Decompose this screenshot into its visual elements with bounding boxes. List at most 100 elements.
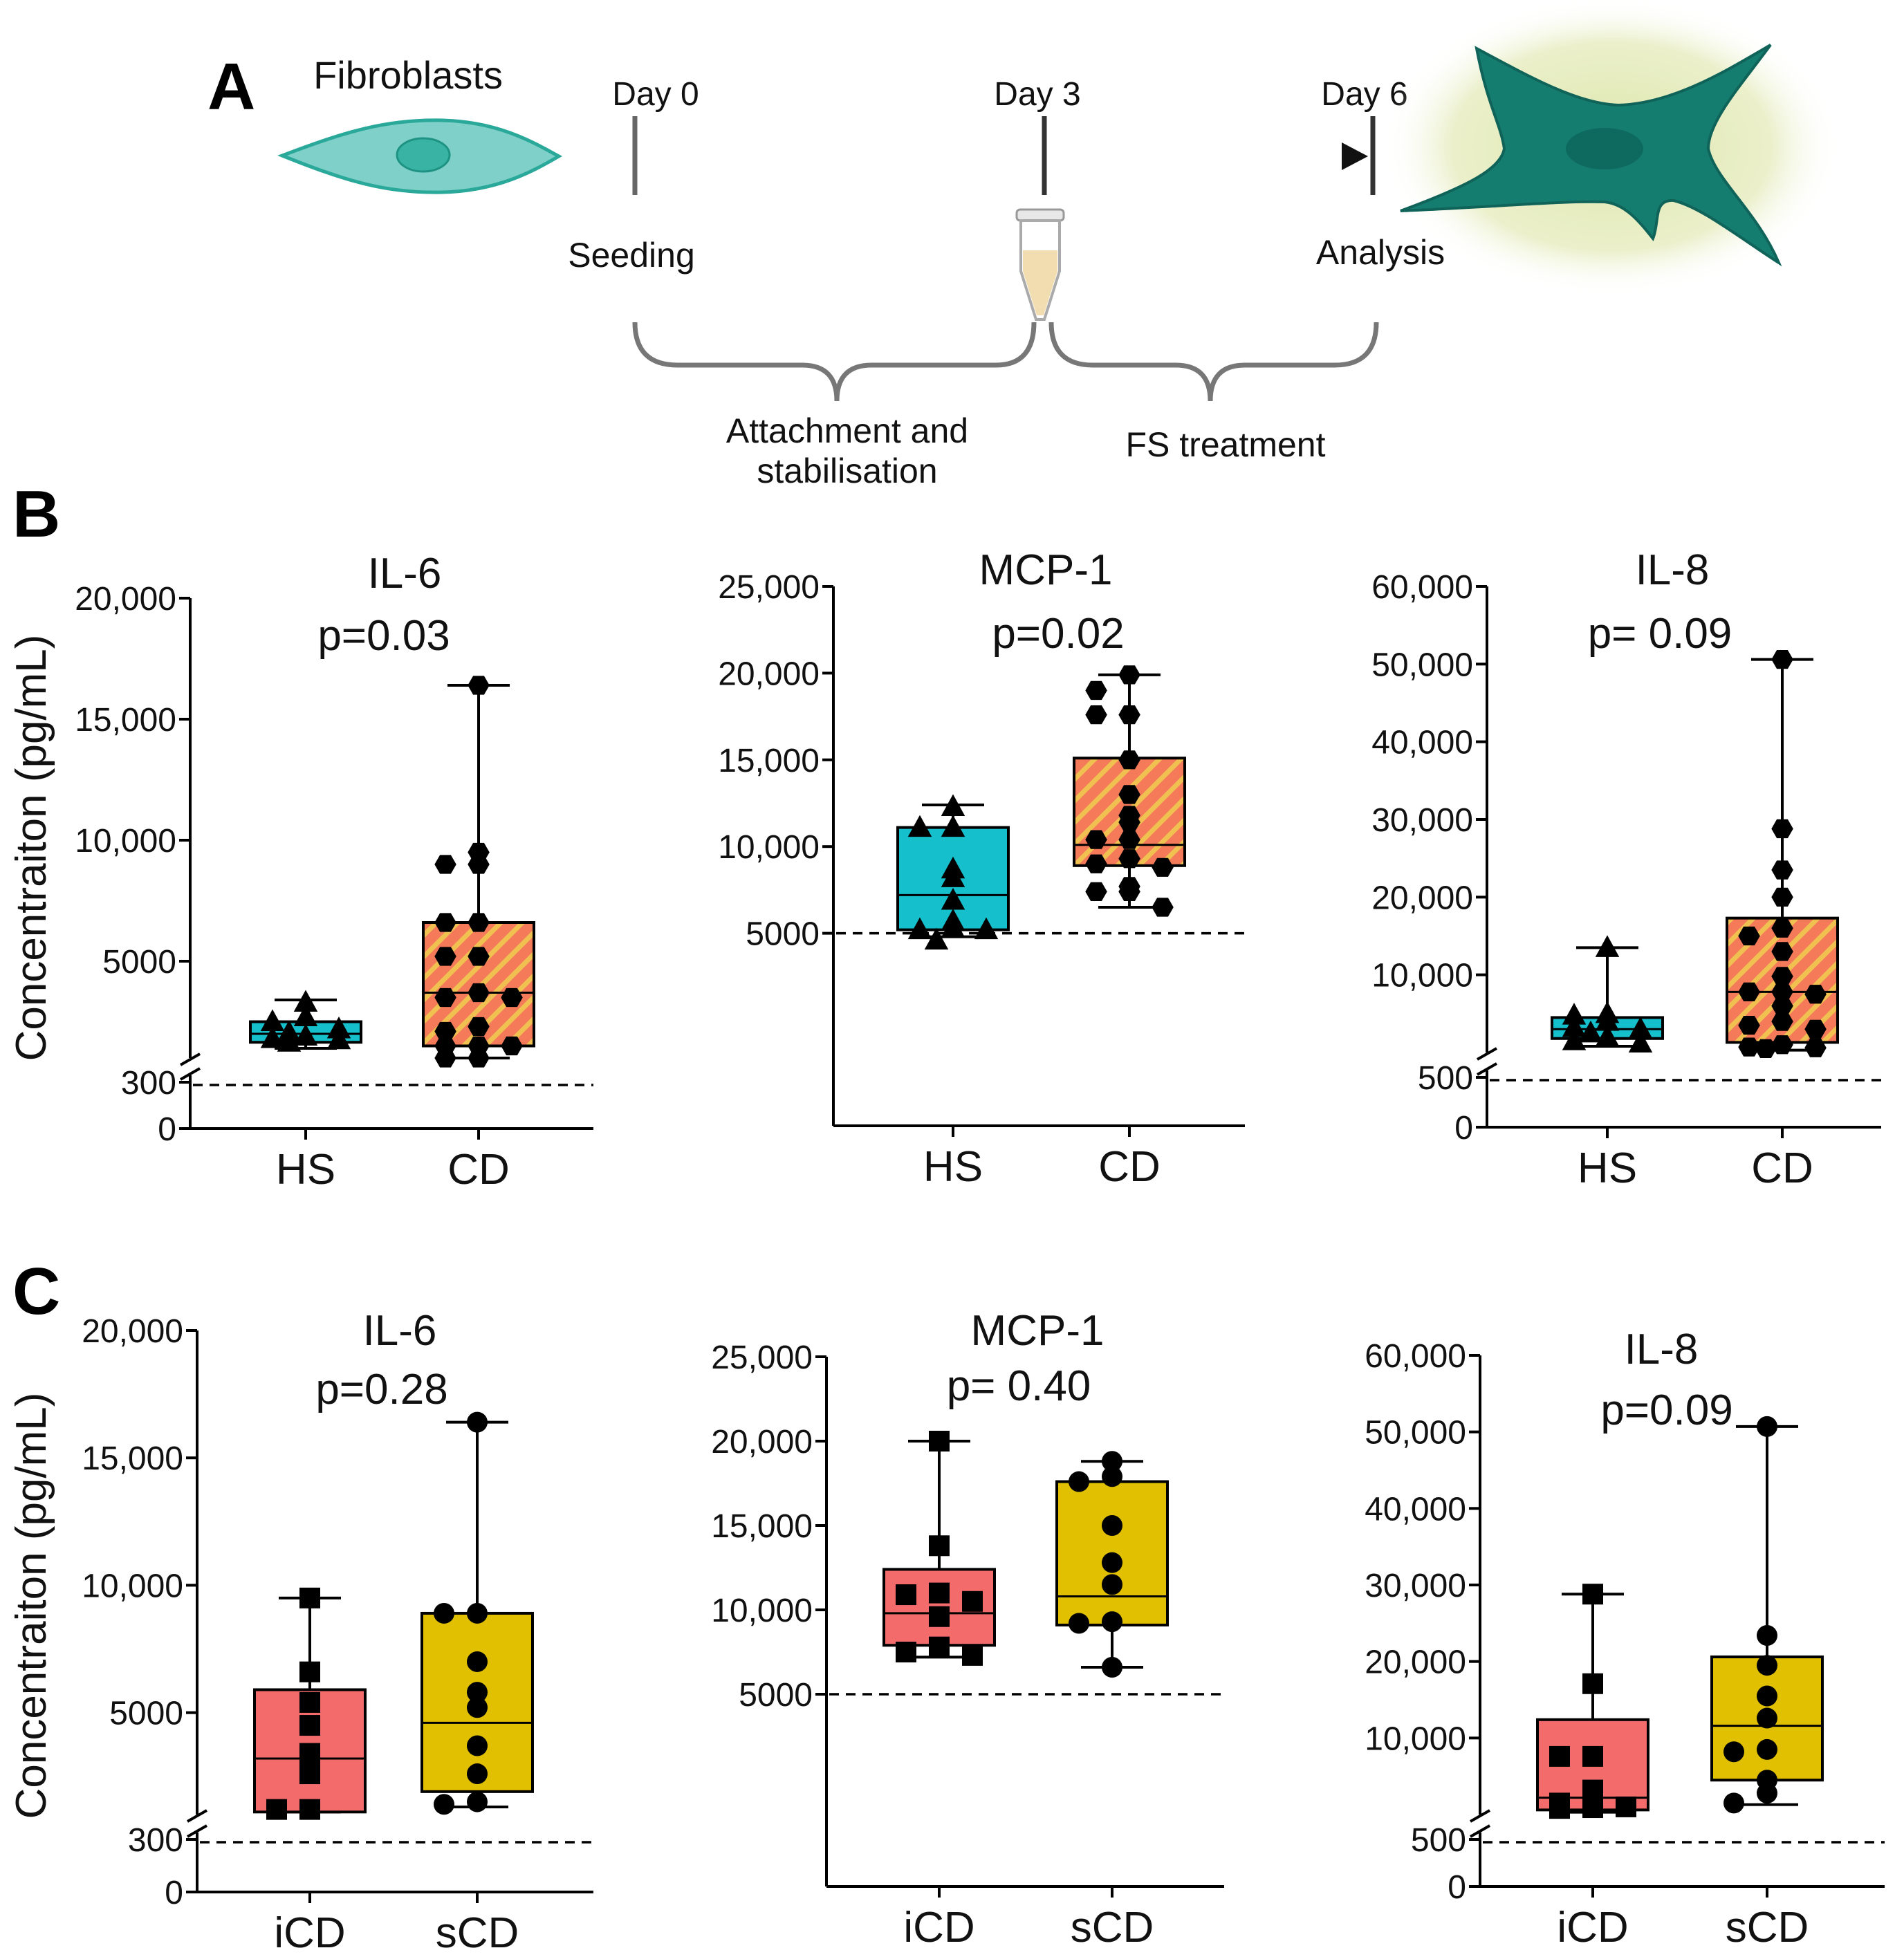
data-point [434, 1021, 456, 1041]
data-point [467, 1763, 488, 1785]
x-tick-label: HS [276, 1146, 335, 1194]
y-tick-label: 10,000 [1365, 1721, 1466, 1757]
data-point [1582, 1779, 1603, 1801]
y-tick-label: 20,000 [1365, 1644, 1466, 1681]
y-tick-label: 5000 [739, 1677, 813, 1714]
data-point [962, 1644, 983, 1666]
data-point [1757, 1625, 1777, 1647]
y-tick-label: 300 [128, 1822, 183, 1859]
data-point [907, 917, 932, 940]
x-tick-label: iCD [903, 1904, 974, 1951]
data-point [1757, 1783, 1777, 1804]
chart-b-il8: IL-8 p= 0.09 10,000 20,000 30,000 40,000 50,00… [1371, 546, 1881, 1192]
data-point [434, 913, 456, 932]
data-point [467, 1697, 488, 1718]
data-point [468, 1017, 490, 1037]
y-tick-label: 10,000 [75, 823, 176, 860]
data-point [1085, 705, 1107, 725]
data-point [1549, 1745, 1570, 1767]
y-tick-label: 15,000 [718, 743, 820, 779]
data-point [1771, 918, 1793, 938]
data-point [293, 990, 318, 1012]
y-tick-label: 60,000 [1365, 1338, 1466, 1375]
fibroblasts-label: Fibroblasts [313, 53, 503, 97]
data-point [468, 676, 490, 695]
y-tick-label: 25,000 [718, 569, 820, 606]
y-tick-label: 20,000 [75, 581, 176, 618]
data-point [1771, 819, 1793, 839]
data-point [1118, 785, 1140, 804]
data-point [1102, 1552, 1122, 1573]
data-point [293, 1004, 318, 1026]
x-tick-label: CD [1751, 1144, 1813, 1192]
chart-b-il6: IL-6 p=0.03 5000 10,000 15,000 20,000 0 300 HS CD [75, 550, 593, 1194]
y-tick-label: 500 [1418, 1060, 1473, 1097]
data-point [434, 1794, 454, 1815]
data-point [467, 1602, 488, 1624]
y-tick-label: 0 [1448, 1869, 1466, 1906]
data-point [1595, 1024, 1620, 1047]
data-point [1152, 898, 1174, 917]
axis-break-mark [180, 1052, 201, 1066]
attachment-label-line2: stabilisation [757, 452, 937, 490]
data-point [1085, 854, 1107, 873]
analysis-label: Analysis [1316, 233, 1445, 272]
fibroblast-cell-icon [277, 118, 563, 194]
chart-title: MCP-1 [979, 546, 1113, 594]
data-point [1771, 650, 1793, 669]
x-tick-label: CD [1098, 1143, 1161, 1191]
data-point [501, 987, 523, 1008]
y-tick-label: 20,000 [718, 656, 820, 692]
activated-fibroblast-icon [1383, 0, 1840, 295]
axis-break-mark [1470, 1824, 1490, 1838]
data-point [1757, 1738, 1777, 1760]
chart-title: IL-8 [1636, 546, 1710, 594]
y-tick-label: 60,000 [1371, 569, 1473, 606]
data-point [1771, 942, 1793, 961]
data-point [1738, 1037, 1760, 1057]
data-point [299, 1587, 320, 1608]
data-point [1562, 1003, 1587, 1025]
data-point [467, 1791, 488, 1812]
x-tick-label: iCD [274, 1909, 345, 1957]
y-tick-label: 5000 [109, 1696, 183, 1732]
treatment-brace [1048, 322, 1379, 402]
y-tick-label: 0 [165, 1875, 183, 1911]
p-value-label: p= 0.09 [1588, 610, 1732, 658]
box-cd [422, 676, 535, 1068]
data-point [929, 1636, 950, 1658]
x-tick-label: sCD [1726, 1904, 1809, 1951]
panel-label-b: B [12, 477, 60, 551]
data-point [1069, 1471, 1089, 1492]
data-point [468, 913, 490, 932]
y-tick-label: 10,000 [1371, 958, 1473, 994]
y-axis-label-c: Concentraiton (pg/mL) [8, 1393, 55, 1819]
data-point [293, 1023, 318, 1046]
y-tick-label: 10,000 [718, 829, 820, 866]
y-tick-label: 15,000 [711, 1508, 813, 1545]
data-point [1628, 1017, 1653, 1039]
y-tick-label: 5000 [746, 916, 820, 953]
data-point [1755, 1039, 1777, 1058]
y-tick-label: 500 [1411, 1822, 1466, 1859]
data-point [1549, 1798, 1570, 1819]
data-point [1118, 830, 1140, 849]
data-point [467, 1411, 488, 1433]
data-point [468, 947, 490, 966]
chart-c-mcp1: MCP-1 p= 0.40 5000 10,000 15,000 20,000 25,000… [711, 1307, 1224, 1951]
data-point [467, 1682, 488, 1703]
data-point [299, 1661, 320, 1682]
y-tick-label: 5000 [102, 944, 176, 981]
data-point [962, 1590, 983, 1612]
box-icd [1536, 1584, 1649, 1819]
data-point [299, 1743, 320, 1764]
axis-break-mark [1470, 1809, 1490, 1823]
data-point [1595, 1009, 1620, 1031]
box-cd [1726, 650, 1839, 1058]
data-point [1771, 1035, 1793, 1055]
data-point [468, 1048, 490, 1068]
p-value-label: p=0.09 [1600, 1386, 1732, 1434]
data-point [1085, 830, 1107, 849]
